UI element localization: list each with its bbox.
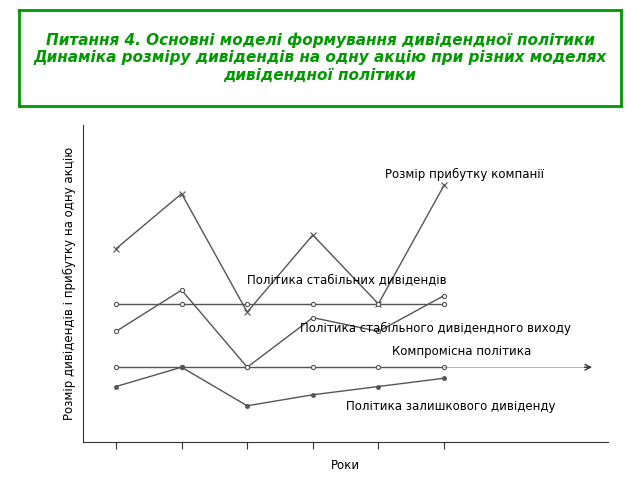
Text: Компромісна політика: Компромісна політика bbox=[392, 345, 531, 358]
Y-axis label: Розмір дивідендів і прибутку на одну акцію: Розмір дивідендів і прибутку на одну акц… bbox=[63, 146, 76, 420]
X-axis label: Роки: Роки bbox=[331, 459, 360, 472]
Text: Політика залишкового дивіденду: Політика залишкового дивіденду bbox=[346, 400, 555, 413]
Text: Політика стабільних дивідендів: Політика стабільних дивідендів bbox=[247, 273, 447, 286]
Text: Розмір прибутку компанії: Розмір прибутку компанії bbox=[385, 168, 544, 185]
Text: Політика стабільного дивідендного виходу: Політика стабільного дивідендного виходу bbox=[300, 322, 571, 335]
Text: Питання 4. Основні моделі формування дивідендної політики
Динаміка розміру дивід: Питання 4. Основні моделі формування див… bbox=[33, 33, 607, 83]
